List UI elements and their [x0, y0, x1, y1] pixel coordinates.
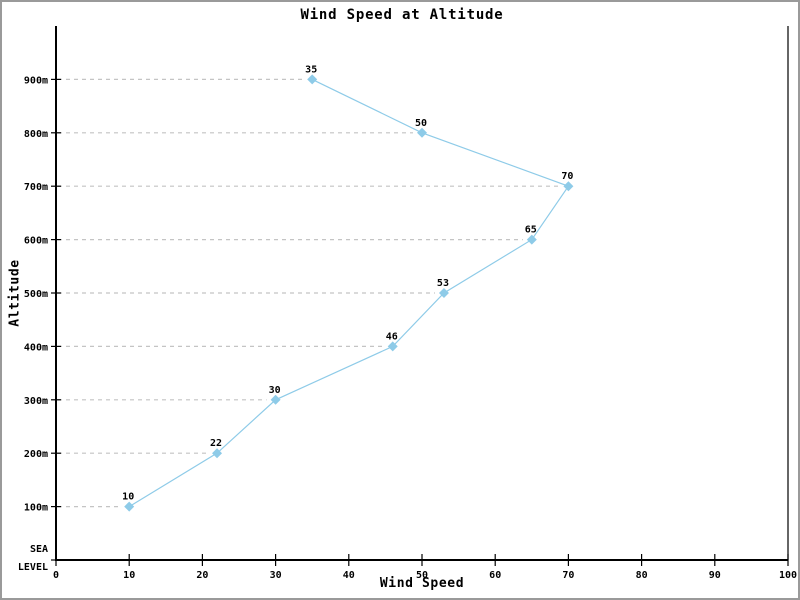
- data-point-label-600m: 65: [525, 225, 537, 236]
- data-point-label-300m: 30: [269, 385, 281, 396]
- y-tick-label-800m: 800m: [24, 129, 48, 140]
- y-tick-label-600m: 600m: [24, 236, 48, 247]
- data-point-label-900m: 35: [305, 64, 317, 75]
- data-point-marker-800m: [417, 127, 427, 138]
- data-point-label-500m: 53: [437, 278, 449, 289]
- x-tick-label-100: 100: [779, 570, 797, 581]
- data-point-marker-500m: [438, 288, 449, 298]
- x-tick-label-50: 50: [416, 570, 428, 581]
- y-tick-label-sea: SEA: [30, 544, 48, 555]
- data-point-label-100m: 10: [122, 492, 134, 503]
- x-tick-label-80: 80: [636, 570, 648, 581]
- data-point-marker-100m: [124, 501, 135, 512]
- data-point-marker-200m: [212, 448, 223, 459]
- data-point-marker-700m: [563, 181, 574, 192]
- y-tick-label-700m: 700m: [24, 182, 48, 193]
- data-point-marker-600m: [526, 234, 537, 245]
- y-tick-label-900m: 900m: [24, 75, 48, 86]
- x-tick-label-40: 40: [343, 570, 355, 581]
- x-axis-label: Wind Speed: [379, 576, 465, 591]
- data-point-label-400m: 46: [386, 331, 398, 342]
- y-tick-label-200m: 200m: [24, 449, 48, 460]
- data-point-label-200m: 22: [210, 438, 222, 449]
- data-point-label-700m: 70: [561, 171, 573, 182]
- y-tick-label-100m: 100m: [24, 503, 48, 514]
- data-point-marker-900m: [307, 74, 318, 85]
- chart-title: Wind Speed at Altitude: [300, 7, 504, 23]
- x-tick-label-70: 70: [562, 570, 574, 581]
- y-tick-label-level: LEVEL: [18, 562, 48, 573]
- y-tick-label-400m: 400m: [24, 342, 48, 353]
- x-tick-label-20: 20: [196, 570, 208, 581]
- data-point-marker-300m: [270, 394, 281, 405]
- x-tick-label-0: 0: [53, 570, 59, 581]
- y-tick-label-500m: 500m: [24, 289, 48, 300]
- y-tick-label-300m: 300m: [24, 396, 48, 407]
- data-point-label-800m: 50: [415, 118, 427, 129]
- x-tick-label-10: 10: [123, 570, 135, 581]
- x-tick-label-60: 60: [489, 570, 501, 581]
- x-tick-label-90: 90: [709, 570, 721, 581]
- x-tick-label-30: 30: [270, 570, 282, 581]
- data-point-marker-400m: [387, 341, 398, 352]
